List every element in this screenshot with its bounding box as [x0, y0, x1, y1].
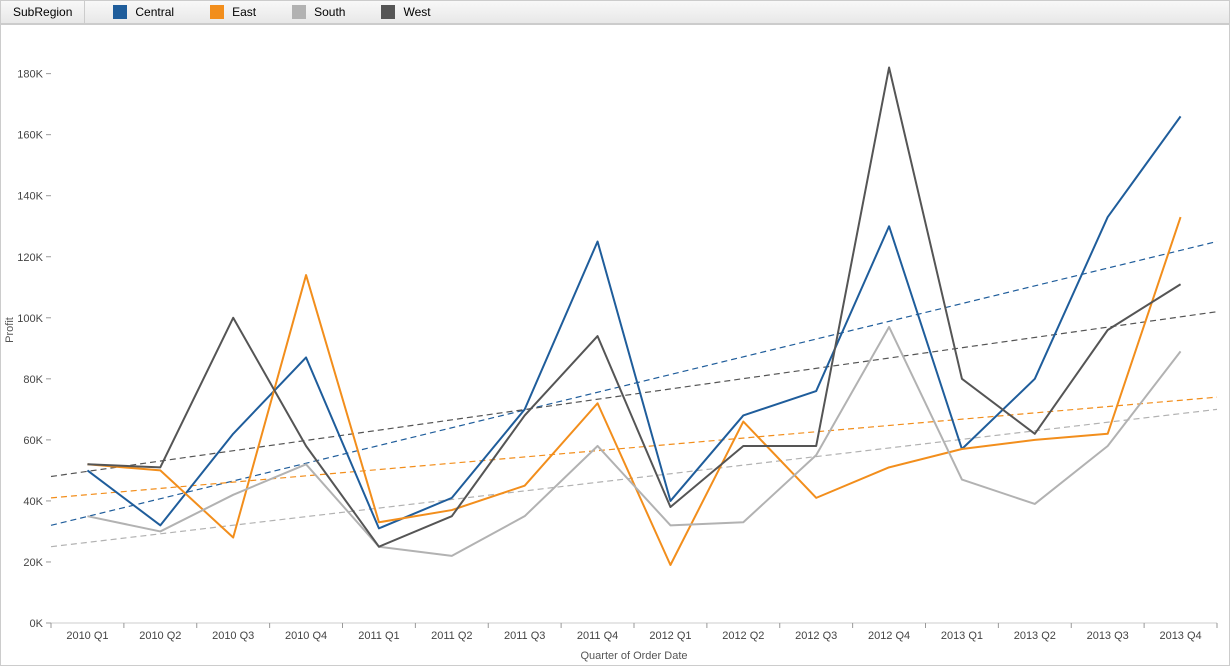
x-tick-label: 2010 Q3: [212, 630, 254, 642]
chart-container: SubRegion Central East South West 0K 20K 4…: [0, 0, 1230, 666]
legend-item-west[interactable]: West: [377, 5, 438, 19]
y-tick-label: 0K: [30, 618, 44, 630]
x-tick-label: 2010 Q1: [66, 630, 108, 642]
legend-label-west: West: [403, 5, 430, 19]
legend-swatch-south: [292, 5, 306, 19]
legend-title-box: SubRegion: [1, 1, 85, 23]
y-tick-label: 180K: [17, 69, 43, 81]
chart-area: 0K 20K 40K 60K 80K 100K 120K 140K 160K 180K 2010 Q…: [0, 24, 1230, 666]
legend-item-south[interactable]: South: [288, 5, 353, 19]
legend-swatch-east: [210, 5, 224, 19]
x-tick-label: 2012 Q1: [649, 630, 691, 642]
x-tick-label: 2011 Q1: [358, 630, 399, 642]
x-tick-label: 2013 Q4: [1159, 630, 1201, 642]
x-tick-label: 2012 Q2: [722, 630, 764, 642]
legend-item-central[interactable]: Central: [109, 5, 182, 19]
x-axis-title: Quarter of Order Date: [581, 650, 688, 662]
x-tick-label: 2010 Q2: [139, 630, 181, 642]
legend-bar: SubRegion Central East South West: [0, 0, 1230, 24]
y-axis-title: Profit: [4, 317, 16, 343]
y-tick-label: 120K: [17, 252, 43, 264]
line-chart: 0K 20K 40K 60K 80K 100K 120K 140K 160K 180K 2010 Q…: [1, 25, 1229, 665]
legend-swatch-central: [113, 5, 127, 19]
y-tick-label: 20K: [23, 557, 43, 569]
legend-label-central: Central: [135, 5, 174, 19]
y-tick-label: 40K: [23, 496, 43, 508]
x-tick-label: 2013 Q2: [1014, 630, 1056, 642]
y-tick-label: 80K: [23, 374, 43, 386]
x-tick-label: 2011 Q4: [577, 630, 618, 642]
legend-label-south: South: [314, 5, 345, 19]
x-tick-label: 2011 Q2: [431, 630, 472, 642]
x-tick-label: 2011 Q3: [504, 630, 545, 642]
x-tick-label: 2013 Q3: [1087, 630, 1129, 642]
x-tick-label: 2012 Q3: [795, 630, 837, 642]
y-tick-label: 60K: [23, 435, 43, 447]
y-tick-label: 140K: [17, 191, 43, 203]
x-tick-label: 2013 Q1: [941, 630, 983, 642]
x-tick-label: 2010 Q4: [285, 630, 327, 642]
legend-label-east: East: [232, 5, 256, 19]
y-tick-label: 100K: [17, 313, 43, 325]
x-tick-label: 2012 Q4: [868, 630, 910, 642]
legend-swatch-west: [381, 5, 395, 19]
legend-title: SubRegion: [13, 5, 72, 19]
y-tick-label: 160K: [17, 130, 43, 142]
legend-item-east[interactable]: East: [206, 5, 264, 19]
